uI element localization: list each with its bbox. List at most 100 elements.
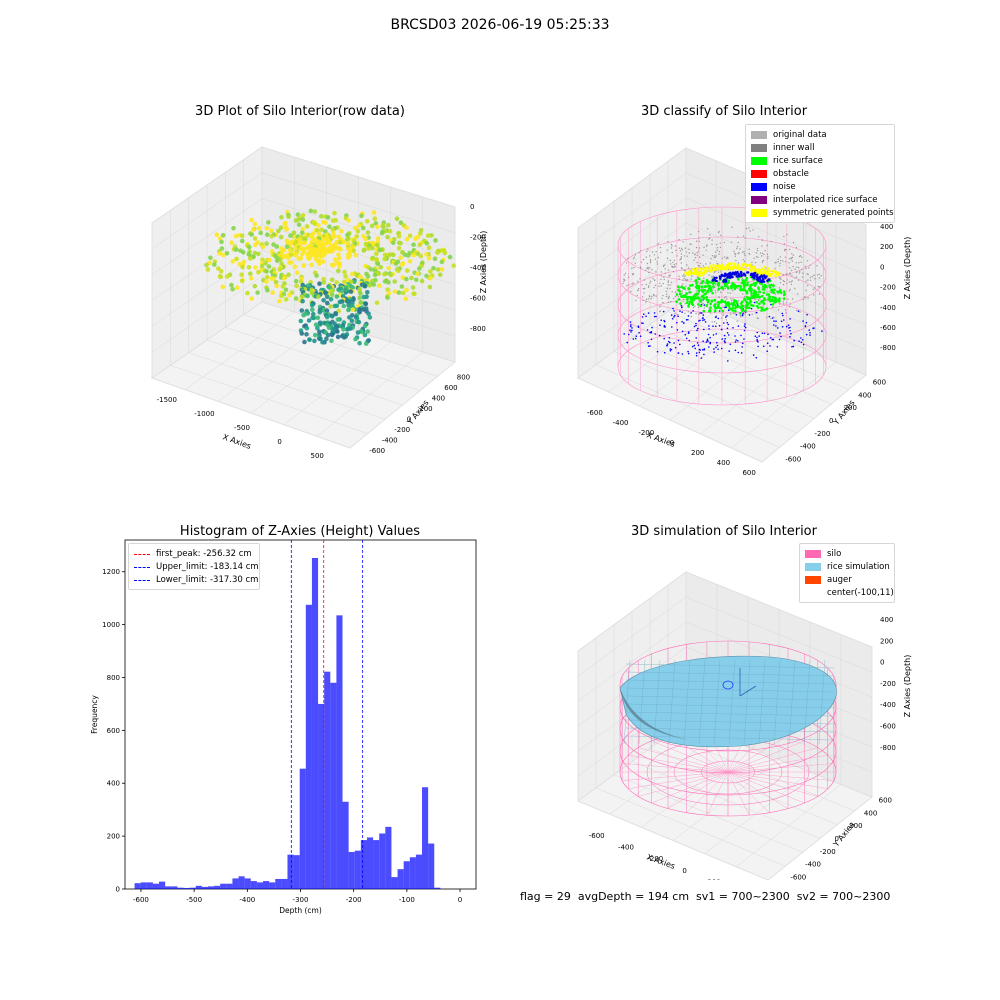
original-point bbox=[686, 264, 688, 266]
legend-label: obstacle bbox=[773, 168, 809, 179]
original-point bbox=[653, 254, 656, 256]
scatter-point bbox=[282, 221, 288, 226]
original-point bbox=[786, 273, 788, 275]
original-point bbox=[673, 259, 676, 262]
original-point bbox=[690, 243, 692, 245]
original-point bbox=[649, 259, 652, 261]
noise-point bbox=[697, 344, 700, 347]
rice-surface-point bbox=[688, 290, 692, 294]
original-point bbox=[702, 254, 704, 256]
rice-surface-point bbox=[748, 306, 751, 310]
rice-surface-point bbox=[736, 284, 740, 288]
original-point bbox=[788, 281, 791, 283]
original-point bbox=[762, 260, 764, 262]
noise-point bbox=[682, 322, 685, 324]
original-point bbox=[677, 295, 680, 297]
symmetric-point bbox=[768, 269, 771, 273]
original-point bbox=[684, 247, 687, 249]
original-point bbox=[637, 288, 640, 290]
rice-mesh-line bbox=[758, 659, 766, 745]
histogram-bar bbox=[305, 604, 312, 889]
rice-surface-point bbox=[687, 302, 691, 306]
scatter-point bbox=[391, 252, 396, 258]
rice-mesh-line bbox=[728, 659, 736, 745]
rice-surface-point bbox=[782, 293, 786, 297]
original-point bbox=[708, 274, 710, 276]
scatter-point bbox=[328, 297, 334, 302]
rice-surface-point bbox=[678, 292, 682, 296]
noise-point bbox=[715, 316, 717, 318]
noise-point bbox=[760, 280, 763, 283]
scatter-point bbox=[205, 267, 211, 272]
noise-point bbox=[750, 307, 753, 310]
legend-swatch bbox=[805, 549, 821, 558]
rice-mesh-line bbox=[683, 659, 691, 745]
legend-swatch bbox=[805, 575, 821, 584]
original-point bbox=[801, 268, 803, 271]
noise-point bbox=[699, 349, 702, 351]
original-point bbox=[702, 287, 704, 289]
z-tick-label: -200 bbox=[880, 680, 896, 688]
original-point bbox=[717, 286, 720, 288]
scatter-point bbox=[411, 252, 417, 258]
scatter-point bbox=[411, 291, 416, 297]
original-point bbox=[658, 285, 660, 287]
noise-point bbox=[673, 316, 675, 318]
original-point bbox=[796, 266, 798, 268]
noise-point bbox=[793, 339, 795, 342]
noise-point bbox=[797, 310, 800, 313]
rice-surface-point bbox=[758, 290, 762, 294]
scatter-point bbox=[369, 256, 375, 262]
original-point bbox=[672, 297, 675, 300]
noise-point bbox=[666, 343, 669, 345]
symmetric-point bbox=[764, 270, 768, 273]
silo-floor-spoke bbox=[686, 771, 729, 813]
original-point bbox=[783, 280, 785, 283]
original-point bbox=[667, 297, 670, 300]
original-point bbox=[792, 254, 795, 256]
original-point bbox=[731, 300, 733, 302]
original-point bbox=[774, 293, 776, 295]
scatter-point bbox=[291, 230, 297, 236]
noise-point bbox=[699, 319, 701, 322]
scatter-point bbox=[346, 307, 351, 313]
original-point bbox=[743, 260, 746, 262]
scatter-point bbox=[407, 233, 413, 238]
symmetric-point bbox=[712, 264, 715, 267]
scatter-point bbox=[302, 339, 307, 345]
scatter-point bbox=[321, 259, 326, 264]
rice-shadow bbox=[620, 688, 690, 740]
histogram-bar bbox=[201, 886, 208, 889]
original-point bbox=[791, 256, 794, 259]
noise-point bbox=[735, 339, 737, 341]
noise-point bbox=[681, 306, 683, 309]
symmetric-point bbox=[687, 273, 690, 277]
scatter-point bbox=[396, 246, 402, 251]
original-point bbox=[652, 293, 655, 296]
original-point bbox=[683, 300, 685, 303]
noise-point bbox=[723, 340, 726, 342]
symmetric-point bbox=[767, 272, 771, 276]
noise-point bbox=[629, 321, 632, 323]
original-point bbox=[795, 247, 798, 249]
scatter-point bbox=[220, 284, 226, 290]
original-point bbox=[819, 286, 821, 288]
scatter-point bbox=[249, 217, 254, 223]
noise-point bbox=[681, 320, 683, 323]
original-point bbox=[659, 282, 661, 284]
scatter-point bbox=[363, 341, 369, 346]
original-point bbox=[649, 282, 651, 284]
original-point bbox=[754, 261, 757, 264]
legend-label: original data bbox=[773, 129, 827, 140]
original-point bbox=[661, 297, 663, 300]
original-point bbox=[707, 303, 709, 305]
y-tick-label: -400 bbox=[382, 436, 398, 444]
scatter-point bbox=[356, 319, 362, 325]
scatter-point bbox=[431, 266, 436, 271]
legend-label: rice simulation bbox=[827, 561, 890, 572]
original-point bbox=[635, 299, 637, 302]
rice-surface-point bbox=[741, 279, 745, 282]
rice-surface-point bbox=[756, 293, 760, 297]
symmetric-point bbox=[750, 268, 753, 272]
original-point bbox=[697, 264, 700, 267]
